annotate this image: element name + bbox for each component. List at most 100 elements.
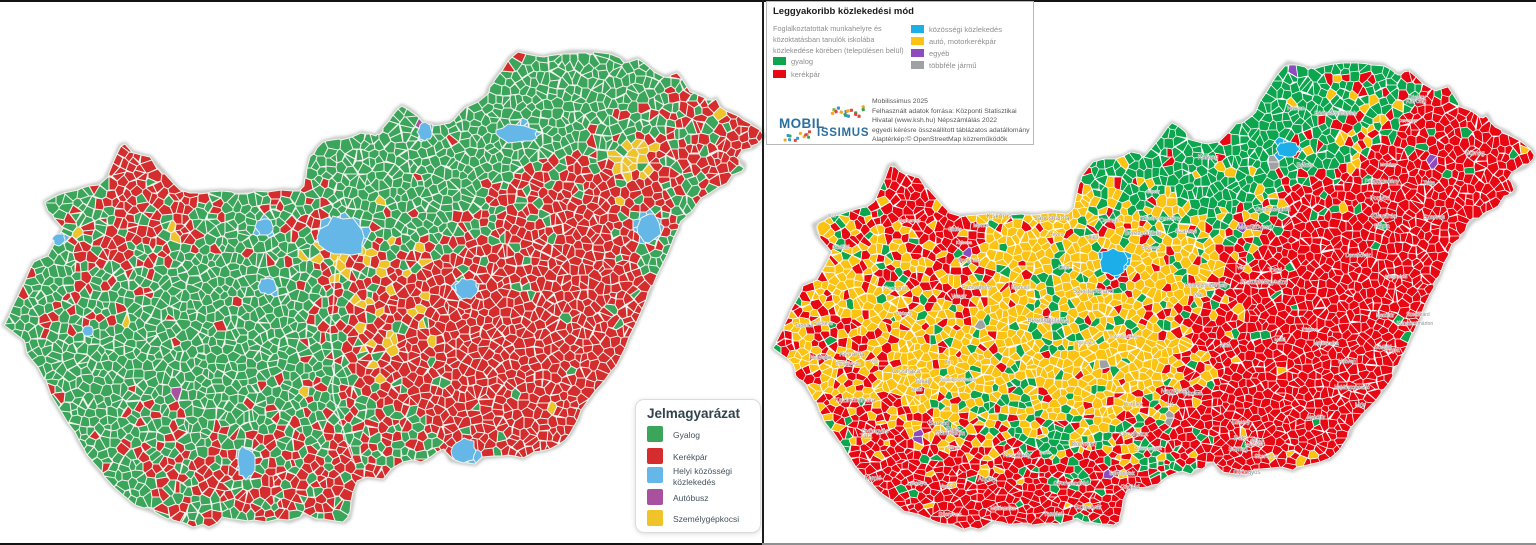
svg-text:Berettyóújfalu: Berettyóújfalu [1125, 231, 1162, 237]
svg-text:Zirc: Zirc [1250, 437, 1259, 443]
svg-text:Tapolca: Tapolca [795, 323, 815, 329]
svg-text:Sárvár: Sárvár [1146, 189, 1160, 194]
svg-text:Füzesabony: Füzesabony [962, 285, 992, 291]
svg-text:Nagyatád: Nagyatád [810, 355, 832, 361]
svg-text:Hódmezővásárhely: Hódmezővásárhely [1315, 111, 1358, 117]
svg-text:Edelény: Edelény [1232, 420, 1251, 426]
svg-text:Sátoraljaújhely: Sátoraljaújhely [1109, 334, 1139, 339]
svg-text:Gyomaendrőd: Gyomaendrőd [1256, 207, 1291, 213]
svg-text:Barcs: Barcs [1039, 450, 1051, 455]
svg-text:Szerencs: Szerencs [1255, 454, 1278, 460]
svg-text:Pápa: Pápa [1374, 223, 1390, 230]
svg-text:Mór: Mór [1193, 293, 1203, 299]
svg-text:Cegléd: Cegléd [1120, 485, 1139, 491]
svg-text:Csenger: Csenger [1100, 218, 1121, 224]
svg-text:Kistelek: Kistelek [1123, 402, 1143, 408]
svg-text:Nagykálló: Nagykálló [1161, 388, 1190, 395]
svg-text:Tata: Tata [1423, 180, 1436, 187]
svg-text:Ózd: Ózd [1165, 401, 1174, 407]
svg-text:ISSIMUS: ISSIMUS [817, 127, 869, 139]
svg-text:Sümeg: Sümeg [1465, 151, 1484, 157]
svg-text:Gyöngyös: Gyöngyös [1233, 470, 1260, 476]
svg-text:Edelény: Edelény [1408, 95, 1427, 101]
svg-text:Monor: Monor [973, 223, 989, 229]
svg-text:Tamási: Tamási [1043, 512, 1062, 518]
svg-text:Mezőtúr: Mezőtúr [1376, 313, 1394, 319]
svg-text:Mór: Mór [1355, 403, 1365, 409]
svg-text:Keszthely: Keszthely [1003, 452, 1032, 459]
svg-text:Eger: Eger [946, 426, 961, 433]
svg-text:Lenti: Lenti [1059, 265, 1070, 271]
svg-text:Sarkad: Sarkad [929, 420, 950, 427]
svg-text:Eger: Eger [1250, 439, 1265, 446]
svg-text:Mezőtúr: Mezőtúr [1307, 415, 1325, 421]
svg-text:Nyírbátor: Nyírbátor [1077, 340, 1096, 345]
svg-text:Vasvár: Vasvár [939, 484, 955, 490]
svg-text:Karcag: Karcag [1198, 154, 1219, 161]
svg-text:Gödöllő: Gödöllő [832, 245, 849, 251]
svg-text:Hatvan: Hatvan [1338, 359, 1355, 365]
svg-text:Berettyóújfalu: Berettyóújfalu [1028, 318, 1065, 324]
svg-text:Kiskunfélegyháza: Kiskunfélegyháza [1240, 280, 1288, 286]
svg-text:Csenger: Csenger [1331, 110, 1352, 116]
svg-text:Jánoshalma: Jánoshalma [1034, 215, 1069, 222]
svg-text:Ajka: Ajka [1088, 235, 1098, 241]
svg-text:Túrkeve: Túrkeve [896, 311, 913, 316]
svg-text:Fonyód: Fonyód [1370, 196, 1390, 202]
svg-text:Mátészalka: Mátészalka [990, 506, 1016, 512]
svg-text:Zalaszentgrót: Zalaszentgrót [1134, 446, 1162, 451]
svg-text:Fehérgyarmat: Fehérgyarmat [1032, 319, 1070, 325]
svg-text:Kunszentmárton: Kunszentmárton [1397, 321, 1434, 327]
svg-text:Karcag: Karcag [1406, 98, 1427, 105]
svg-text:Szigetvár: Szigetvár [1074, 504, 1102, 511]
svg-text:Gödöllő: Gödöllő [1374, 345, 1391, 351]
svg-text:Paks: Paks [1234, 435, 1249, 442]
svg-text:Püspökladány: Püspökladány [1365, 179, 1400, 185]
svg-text:Bonyhád: Bonyhád [958, 258, 980, 264]
svg-text:Tata: Tata [860, 433, 873, 440]
svg-text:Pápa: Pápa [1384, 347, 1400, 354]
svg-text:Siklós: Siklós [948, 227, 962, 233]
svg-text:Gyöngyös: Gyöngyös [861, 429, 888, 435]
svg-text:Kazincbarcika: Kazincbarcika [835, 397, 876, 404]
svg-text:Csongrád: Csongrád [884, 286, 908, 292]
svg-text:Sárospatak: Sárospatak [1109, 471, 1135, 477]
svg-text:Szarvas: Szarvas [1423, 215, 1445, 221]
svg-text:Kalocsa: Kalocsa [956, 240, 973, 245]
svg-text:Kiskőrös: Kiskőrös [987, 213, 1013, 220]
svg-text:Orosháza: Orosháza [892, 368, 921, 375]
svg-text:Zirc: Zirc [944, 360, 953, 366]
svg-text:Tokaj: Tokaj [915, 379, 929, 385]
svg-text:Abony: Abony [978, 476, 997, 483]
svg-text:Szekszárd: Szekszárd [1406, 312, 1430, 318]
svg-text:Gyomaendrőd: Gyomaendrőd [1054, 481, 1089, 487]
svg-text:Békés: Békés [1297, 163, 1314, 169]
svg-text:Vasvár: Vasvár [951, 294, 967, 300]
svg-text:Vásárosnamény: Vásárosnamény [1141, 216, 1181, 222]
svg-text:Ózd: Ózd [828, 212, 837, 218]
svg-text:Mezőkövesd: Mezőkövesd [1238, 225, 1272, 231]
svg-text:Orosháza: Orosháza [1120, 431, 1149, 438]
svg-text:Mátészalka: Mátészalka [1313, 341, 1339, 347]
svg-text:Heves: Heves [1049, 232, 1064, 238]
svg-text:Hajdúböszörmény: Hajdúböszörmény [940, 377, 977, 382]
svg-text:Tokaj: Tokaj [1268, 268, 1282, 274]
svg-text:Sárvár: Sárvár [947, 445, 961, 450]
svg-text:Szentgotthárd: Szentgotthárd [1073, 288, 1114, 295]
svg-text:Jászberény: Jászberény [897, 218, 921, 223]
svg-text:Dombóvár: Dombóvár [1345, 253, 1371, 259]
svg-text:Letenye: Letenye [907, 481, 927, 487]
svg-text:Makó: Makó [1274, 337, 1286, 342]
svg-text:Körmend: Körmend [1072, 442, 1096, 448]
svg-text:Hajdúszoboszló: Hajdúszoboszló [1334, 385, 1370, 391]
svg-text:Dunaújváros: Dunaújváros [835, 361, 861, 366]
svg-text:Ajka: Ajka [1220, 343, 1230, 349]
svg-text:Kisvárda: Kisvárda [1371, 213, 1397, 220]
svg-text:Vác: Vác [1237, 265, 1246, 270]
svg-text:Hódmezővásárhely: Hódmezővásárhely [1185, 283, 1228, 289]
svg-text:Szerencs: Szerencs [939, 512, 962, 518]
svg-text:Szarvas: Szarvas [1175, 229, 1197, 235]
svg-text:Nyírbátor: Nyírbátor [1245, 442, 1264, 447]
svg-text:Makó: Makó [911, 387, 923, 392]
svg-text:Komló: Komló [864, 476, 882, 482]
